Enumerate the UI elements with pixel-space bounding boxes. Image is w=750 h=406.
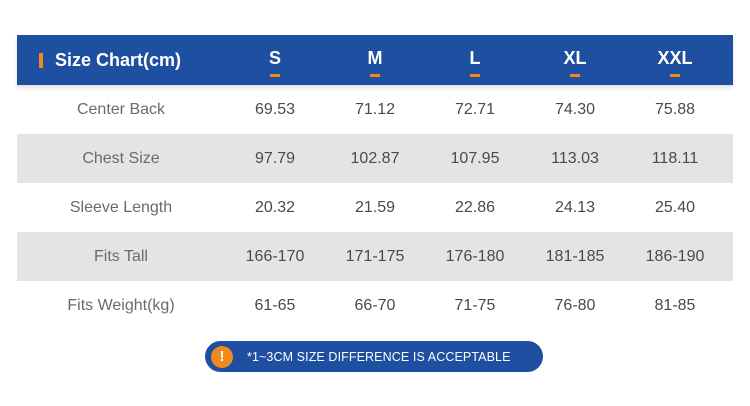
table-cell: 118.11 xyxy=(651,149,699,167)
table-cell: 181-185 xyxy=(545,247,605,265)
accent-bar xyxy=(39,52,43,68)
table-cell: 71.12 xyxy=(354,100,396,118)
table-cell: 72.71 xyxy=(454,100,496,118)
table-row: Fits Weight(kg) 61-65 66-70 71-75 76-80 … xyxy=(17,281,733,330)
table-cell: 74.30 xyxy=(554,100,596,118)
row-label: Fits Weight(kg) xyxy=(67,296,175,314)
table-row: Center Back 69.53 71.12 72.71 74.30 75.8… xyxy=(17,85,733,134)
table-row: Chest Size 97.79 102.87 107.95 113.03 11… xyxy=(17,134,733,183)
size-header-m: M xyxy=(325,48,425,72)
size-header-xl: XL xyxy=(525,48,625,72)
table-cell: 71-75 xyxy=(454,296,496,314)
table-cell: 102.87 xyxy=(350,149,400,167)
table-title: Size Chart(cm) xyxy=(55,49,182,70)
row-label: Center Back xyxy=(76,100,166,118)
size-header-xxl: XXL xyxy=(625,48,725,72)
table-cell: 113.03 xyxy=(551,149,599,167)
note-text: *1~3CM SIZE DIFFERENCE IS ACCEPTABLE xyxy=(247,349,511,364)
size-chart-table: Size Chart(cm) S M L XL XXL Center Back … xyxy=(17,35,733,330)
table-row: Sleeve Length 20.32 21.59 22.86 24.13 25… xyxy=(17,183,733,232)
table-cell: 20.32 xyxy=(254,198,296,216)
size-header-s: S xyxy=(225,48,325,72)
table-cell: 186-190 xyxy=(645,247,705,265)
table-header: Size Chart(cm) S M L XL XXL xyxy=(17,35,733,85)
table-cell: 76-80 xyxy=(554,296,596,314)
table-cell: 107.95 xyxy=(450,149,500,167)
table-cell: 24.13 xyxy=(554,198,596,216)
table-cell: 21.59 xyxy=(354,198,396,216)
table-cell: 75.88 xyxy=(654,100,696,118)
row-label: Fits Tall xyxy=(94,247,148,265)
size-difference-note: ! *1~3CM SIZE DIFFERENCE IS ACCEPTABLE xyxy=(205,341,543,372)
table-cell: 97.79 xyxy=(254,149,296,167)
table-cell: 171-175 xyxy=(345,247,405,265)
row-label: Chest Size xyxy=(82,149,160,167)
table-cell: 66-70 xyxy=(354,296,396,314)
table-cell: 61-65 xyxy=(254,296,296,314)
table-cell: 22.86 xyxy=(454,198,496,216)
table-row: Fits Tall 166-170 171-175 176-180 181-18… xyxy=(17,232,733,281)
row-label: Sleeve Length xyxy=(69,198,173,216)
table-cell: 25.40 xyxy=(654,198,696,216)
exclamation-icon: ! xyxy=(211,345,233,368)
table-cell: 166-170 xyxy=(245,247,305,265)
table-title-cell: Size Chart(cm) xyxy=(17,50,225,71)
table-cell: 81-85 xyxy=(654,296,696,314)
table-cell: 69.53 xyxy=(254,100,296,118)
table-cell: 176-180 xyxy=(445,247,505,265)
size-header-l: L xyxy=(425,48,525,72)
